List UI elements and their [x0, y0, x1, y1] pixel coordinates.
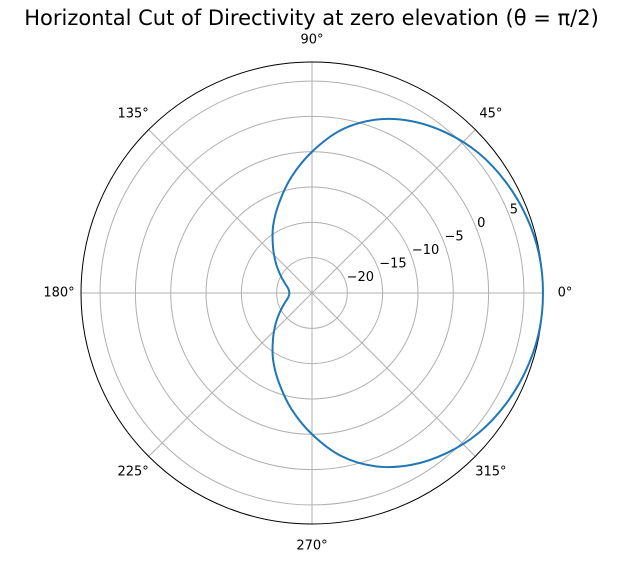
angle-tick-label: 315°: [475, 464, 506, 479]
tick-label-layer: 0° 45° 90° 135° 180° 225° 270° 315° −20 −15 −10 −5 0…: [43, 33, 572, 554]
angle-tick-label: 180°: [43, 286, 74, 301]
angle-tick-label: 90°: [300, 33, 323, 48]
chart-title: Horizontal Cut of Directivity at zero el…: [24, 6, 599, 30]
radial-tick-label: −20: [347, 270, 374, 285]
series-line-0: [271, 117, 544, 469]
radial-tick-label: −10: [412, 243, 439, 258]
angular-gridline: [148, 292, 313, 457]
radial-tick-label: 5: [510, 202, 518, 217]
radial-tick-label: 0: [477, 216, 485, 231]
angle-tick-label: 270°: [296, 539, 327, 554]
series-layer: [271, 117, 544, 469]
radial-tick-label: −5: [445, 229, 464, 244]
angle-tick-label: 0°: [558, 286, 573, 301]
grid-layer: [80, 61, 544, 525]
angular-gridline: [311, 129, 476, 294]
radial-tick-label: −15: [379, 256, 406, 271]
angle-tick-label: 135°: [117, 107, 148, 122]
angular-gridline: [311, 292, 476, 457]
angle-tick-label: 45°: [479, 107, 502, 122]
angle-tick-label: 225°: [117, 464, 148, 479]
angular-gridline: [148, 129, 313, 294]
